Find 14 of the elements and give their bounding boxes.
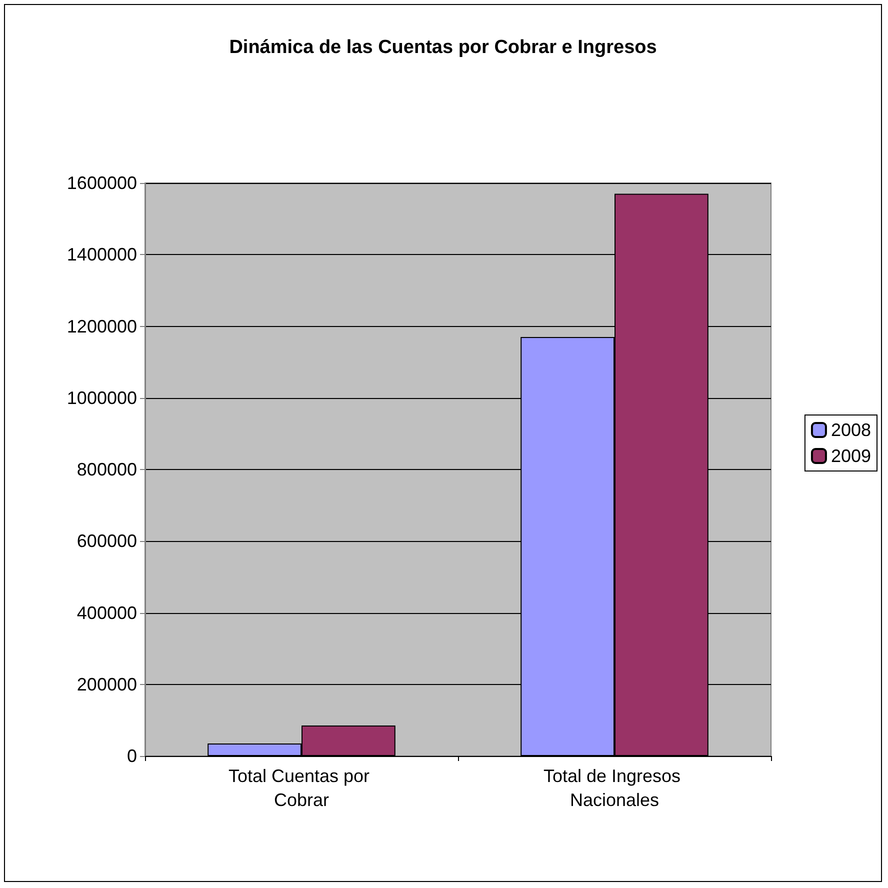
y-tick-label: 400000 — [76, 602, 137, 623]
x-tick-label: Total de Ingresos Nacionales — [543, 766, 686, 810]
y-tick-label: 0 — [126, 746, 137, 766]
chart-title: Dinámica de las Cuentas por Cobrar e Ingresos — [229, 37, 657, 58]
x-tick-label: Total Cuentas por Cobrar — [228, 766, 375, 810]
y-tick-label: 1600000 — [66, 173, 137, 193]
y-tick-label: 200000 — [76, 674, 137, 694]
legend-label: 2008 — [830, 420, 872, 440]
y-tick-label: 1000000 — [66, 388, 137, 408]
y-tick-label: 800000 — [76, 460, 137, 480]
y-tick-label: 1200000 — [66, 316, 137, 336]
legend-label: 2009 — [830, 446, 872, 466]
y-tick-label: 600000 — [76, 531, 137, 552]
y-tick-label: 1400000 — [66, 244, 137, 265]
